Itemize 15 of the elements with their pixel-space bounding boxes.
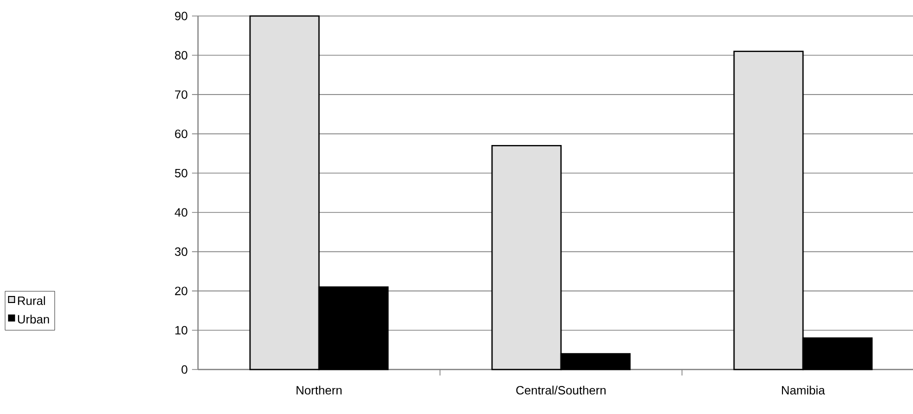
y-tick-label: 0 — [182, 365, 188, 374]
x-tick-label: Namibia — [782, 386, 825, 395]
x-tick-label: Central/Southern — [516, 386, 606, 395]
y-tick-label: 10 — [175, 326, 188, 334]
y-tick-label: 70 — [175, 90, 188, 99]
y-tick-label: 50 — [174, 168, 188, 178]
legend-label: Rural — [18, 296, 45, 306]
y-tick-label: 90 — [175, 12, 188, 20]
y-tick-label: 60 — [175, 130, 188, 138]
legend-label: Urban — [18, 314, 49, 324]
y-tick-label: 30 — [174, 247, 188, 256]
x-tick-label: Northern — [296, 386, 342, 395]
y-tick-label: 20 — [175, 286, 188, 296]
y-tick-label: 80 — [174, 51, 188, 60]
y-tick-label: 40 — [174, 208, 188, 217]
